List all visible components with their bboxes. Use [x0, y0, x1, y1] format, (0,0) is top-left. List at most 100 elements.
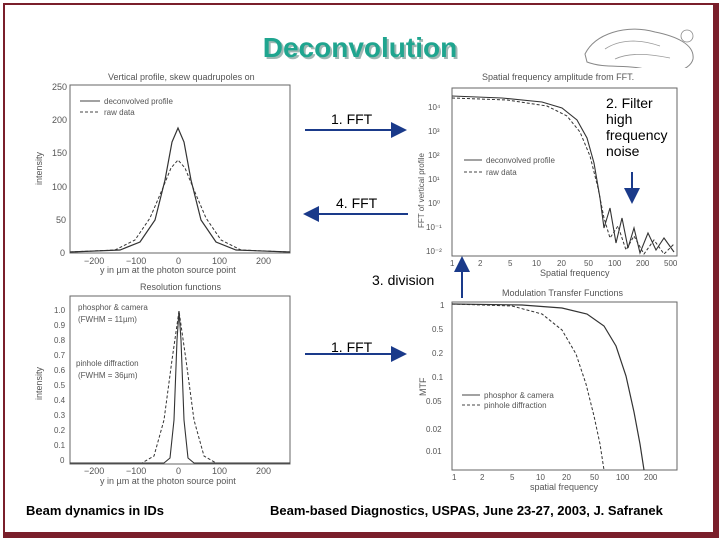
y-tick: 0.4	[54, 396, 66, 405]
x-tick: 5	[508, 259, 513, 268]
plot-spatial-frequency: Spatial frequency amplitude from FFT. 10…	[412, 68, 687, 278]
filter-line: frequency	[606, 127, 668, 143]
y-tick: 100	[52, 182, 67, 192]
x-tick: 20	[557, 259, 566, 268]
legend-item: deconvolved profile	[104, 97, 173, 106]
step-ifft: 4. FFT	[336, 195, 378, 211]
y-tick: 150	[52, 148, 67, 158]
plot-vertical-profile: Vertical profile, skew quadrupoles on 25…	[30, 70, 300, 275]
x-tick: 100	[616, 473, 630, 482]
y-tick: 0.01	[426, 447, 442, 456]
y-tick: 1	[440, 301, 445, 310]
x-tick-labels: 1 2 5 10 20 50 100 200 500	[450, 259, 678, 268]
curve-phosphor-camera	[451, 303, 645, 471]
y-tick: 0.9	[54, 321, 66, 330]
y-tick: 0	[60, 456, 65, 465]
footer-right: Beam-based Diagnostics, USPAS, June 23-2…	[270, 503, 663, 518]
curve-deconvolved	[451, 95, 675, 255]
y-tick: 10⁰	[428, 199, 440, 208]
x-axis-label: y in µm at the photon source point	[100, 265, 236, 275]
x-tick: 50	[590, 473, 599, 482]
step-division: 3. division	[372, 272, 435, 288]
filter-line: high	[606, 111, 633, 127]
y-tick: 0.7	[54, 351, 66, 360]
x-tick: 50	[584, 259, 593, 268]
y-axis-label: FFT of vertical profile	[417, 152, 426, 228]
y-axis-label: intensity	[34, 151, 44, 185]
curve-deconvolved	[69, 126, 291, 253]
y-tick: 0.05	[426, 397, 442, 406]
x-tick: −100	[126, 256, 146, 266]
y-tick-labels: 250 200 150 100 50 0	[52, 82, 67, 258]
y-axis-label: intensity	[34, 366, 44, 400]
y-tick: 0.02	[426, 425, 442, 434]
y-tick: 10⁻²	[426, 247, 442, 256]
plot-title: Spatial frequency amplitude from FFT.	[482, 72, 634, 82]
sketch-illustration	[584, 28, 694, 73]
y-tick-labels: 1 0.5 0.2 0.1 0.05 0.02 0.01	[426, 301, 445, 456]
annotation: pinhole diffraction	[76, 359, 139, 368]
y-tick: 10²	[428, 151, 440, 160]
x-tick: 0	[176, 256, 181, 266]
curve-raw	[451, 97, 675, 255]
x-tick: 2	[478, 259, 483, 268]
y-tick: 50	[56, 215, 66, 225]
x-tick: 10	[532, 259, 541, 268]
y-tick: 0.8	[54, 336, 66, 345]
x-tick: 200	[256, 256, 271, 266]
y-tick: 0.6	[54, 366, 66, 375]
filter-line: noise	[606, 143, 640, 159]
plot-mtf: Modulation Transfer Functions 1 0.5 0.2 …	[412, 284, 687, 494]
step-fft-bottom: 1. FFT	[331, 339, 373, 355]
x-tick: 100	[212, 466, 227, 476]
x-tick-labels: −200 −100 0 100 200	[84, 256, 271, 266]
annotation: phosphor & camera	[78, 303, 148, 312]
x-tick: 100	[212, 256, 227, 266]
x-tick: 200	[256, 466, 271, 476]
y-tick: 0.2	[54, 426, 66, 435]
x-tick: −200	[84, 466, 104, 476]
y-tick: 1.0	[54, 306, 66, 315]
y-tick: 250	[52, 82, 67, 92]
y-tick: 0.5	[432, 325, 444, 334]
legend-item: deconvolved profile	[486, 156, 555, 165]
footer-left: Beam dynamics in IDs	[26, 503, 164, 518]
x-tick: 100	[608, 259, 622, 268]
y-tick: 10⁴	[428, 103, 441, 112]
x-tick: 0	[176, 466, 181, 476]
x-tick: −100	[126, 466, 146, 476]
y-tick: 0.5	[54, 381, 66, 390]
y-axis-label: MTF	[418, 377, 428, 396]
y-tick: 200	[52, 115, 67, 125]
legend-item: pinhole diffraction	[484, 401, 547, 410]
y-tick: 10³	[428, 127, 440, 136]
x-tick: 200	[644, 473, 658, 482]
curve-phosphor-camera	[70, 310, 290, 464]
x-tick-labels: −200 −100 0 100 200	[84, 466, 271, 476]
y-tick-labels: 10⁴ 10³ 10² 10¹ 10⁰ 10⁻¹ 10⁻²	[426, 103, 442, 256]
step-fft-top: 1. FFT	[331, 111, 373, 127]
y-tick-labels: 1.0 0.9 0.8 0.7 0.6 0.5 0.4 0.3 0.2 0.1 …	[54, 306, 66, 465]
x-tick-labels: 1 2 5 10 20 50 100 200	[452, 473, 658, 482]
x-tick: −200	[84, 256, 104, 266]
x-axis-label: Spatial frequency	[540, 268, 610, 278]
y-tick: 10¹	[428, 175, 440, 184]
x-tick: 500	[664, 259, 678, 268]
legend-item: phosphor & camera	[484, 391, 554, 400]
x-tick: 1	[450, 259, 455, 268]
plot-title: Vertical profile, skew quadrupoles on	[108, 72, 255, 82]
x-tick: 2	[480, 473, 485, 482]
curve-pinhole-diffraction	[451, 303, 605, 471]
x-tick: 200	[636, 259, 650, 268]
curve-pinhole-diffraction	[70, 310, 290, 464]
x-axis-label: y in µm at the photon source point	[100, 476, 236, 486]
step-filter: 2. Filter high frequency noise	[606, 95, 667, 159]
filter-line: 2. Filter	[606, 95, 653, 111]
legend-item: raw data	[104, 108, 135, 117]
annotation: (FWHM = 11µm)	[78, 315, 137, 324]
y-tick: 0.2	[432, 349, 444, 358]
x-tick: 10	[536, 473, 545, 482]
plot-title: Modulation Transfer Functions	[502, 288, 624, 298]
y-tick: 0.3	[54, 411, 66, 420]
